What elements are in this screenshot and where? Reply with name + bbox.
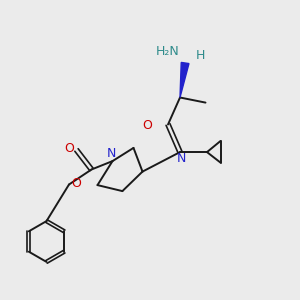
Text: N: N bbox=[106, 147, 116, 161]
Text: O: O bbox=[72, 177, 81, 190]
Text: H₂N: H₂N bbox=[155, 45, 179, 58]
Text: O: O bbox=[64, 142, 74, 155]
Text: O: O bbox=[142, 119, 152, 132]
Text: N: N bbox=[177, 152, 186, 165]
Text: H: H bbox=[195, 49, 205, 62]
Polygon shape bbox=[180, 62, 189, 98]
